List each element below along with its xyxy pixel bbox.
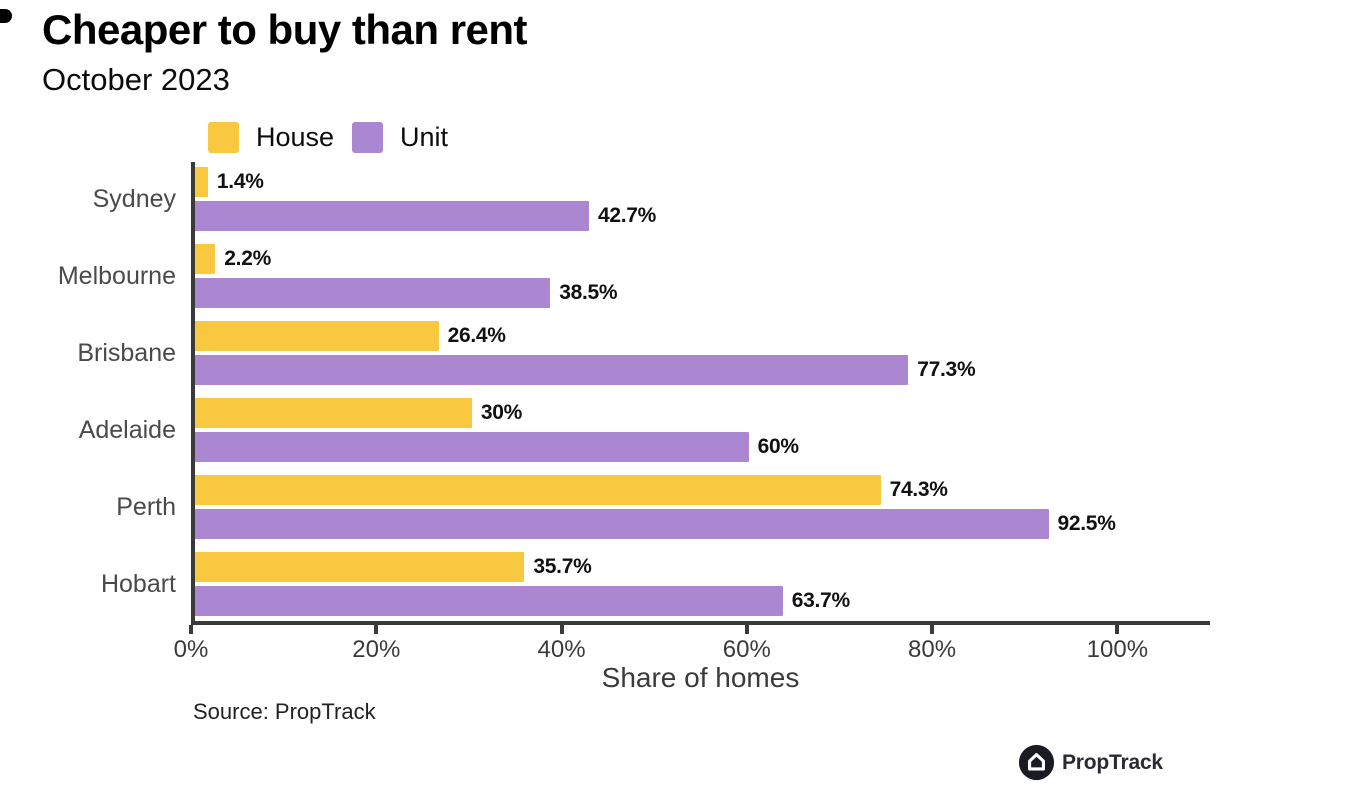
bar-group-hobart: 35.7% 63.7% (195, 552, 1210, 616)
legend-label-house: House (256, 122, 335, 152)
x-tick-mark (930, 625, 935, 634)
bar-value-label: 60% (757, 435, 799, 458)
brand-text: PropTrack (1062, 750, 1163, 774)
bar-group-sydney: 1.4% 42.7% (195, 167, 1210, 231)
bar-value-label: 77.3% (917, 358, 976, 381)
bar-unit (195, 278, 551, 308)
bar-unit (195, 586, 783, 616)
bar-row: 38.5% (195, 278, 1210, 308)
bar-row: 35.7% (195, 552, 1210, 582)
legend-item-unit: Unit (352, 122, 448, 153)
bar-value-label: 35.7% (533, 555, 592, 578)
bar-value-label: 38.5% (559, 281, 618, 304)
bar-unit (195, 355, 909, 385)
x-tick-mark (189, 625, 193, 634)
category-label-sydney: Sydney (92, 184, 176, 213)
bar-value-label: 1.4% (216, 170, 264, 193)
x-tick-mark (559, 625, 564, 634)
bar-value-label: 2.2% (224, 247, 271, 270)
bar-row: 1.4% (195, 167, 1210, 197)
bar-house (195, 244, 216, 274)
bar-group-brisbane: 26.4% 77.3% (195, 321, 1210, 385)
category-label-adelaide: Adelaide (78, 415, 176, 444)
bar-value-label: 74.3% (889, 478, 948, 501)
bar-house (195, 552, 525, 582)
bar-unit (195, 201, 589, 231)
brand-logo: PropTrack (1018, 744, 1163, 781)
bar-row: 60% (195, 432, 1210, 462)
bar-value-label: 92.5% (1057, 512, 1116, 535)
edge-artifact (0, 9, 12, 23)
bar-value-label: 63.7% (791, 589, 850, 612)
bar-row: 92.5% (195, 509, 1210, 539)
y-axis-labels: Sydney Melbourne Brisbane Adelaide Perth Hoba… (0, 162, 176, 625)
x-tick-label: 40% (537, 636, 586, 663)
legend-label-unit: Unit (400, 122, 449, 152)
bar-groups: 1.4% 42.7% 2.2% 38.5% 26.4% 77.3% 30% 60% 74.3% 9… (195, 162, 1210, 621)
bar-value-label: 42.7% (598, 204, 657, 227)
category-label-hobart: Hobart (100, 569, 176, 598)
bar-row: 26.4% (195, 321, 1210, 351)
x-axis-title: Share of homes (601, 662, 800, 693)
bar-row: 42.7% (195, 201, 1210, 231)
bar-row: 63.7% (195, 586, 1210, 616)
legend: House Unit (208, 122, 448, 153)
bar-row: 77.3% (195, 355, 1210, 385)
x-tick-mark (374, 625, 379, 634)
x-tick-label: 0% (173, 636, 209, 663)
source-note: Source: PropTrack (193, 699, 376, 724)
legend-item-house: House (208, 122, 334, 153)
bar-house (195, 167, 208, 197)
plot-area: 1.4% 42.7% 2.2% 38.5% 26.4% 77.3% 30% 60% 74.3% 9… (191, 162, 1210, 625)
bar-house (195, 398, 472, 428)
chart-title: Cheaper to buy than rent (42, 6, 528, 53)
unit-swatch-icon (352, 122, 384, 153)
x-tick-mark (744, 625, 749, 634)
bar-row: 74.3% (195, 475, 1210, 505)
x-tick-label: 100% (1086, 636, 1149, 663)
x-tick-mark (1115, 625, 1120, 634)
x-tick-label: 60% (722, 636, 771, 663)
bar-row: 2.2% (195, 244, 1210, 274)
bar-house (195, 321, 439, 351)
bar-group-adelaide: 30% 60% (195, 398, 1210, 462)
x-axis-ticks: 0% 20% 40% 60% 80% 100% (174, 625, 1210, 675)
category-label-brisbane: Brisbane (77, 338, 176, 367)
bar-unit (195, 509, 1049, 539)
proptrack-house-icon (1018, 744, 1055, 781)
x-tick-label: 80% (908, 636, 957, 663)
chart-subtitle: October 2023 (42, 62, 230, 97)
house-swatch-icon (208, 122, 239, 153)
x-tick-label: 20% (352, 636, 401, 663)
bar-unit (195, 432, 749, 462)
bar-value-label: 30% (480, 401, 522, 424)
bar-group-perth: 74.3% 92.5% (195, 475, 1210, 539)
bar-group-melbourne: 2.2% 38.5% (195, 244, 1210, 308)
category-label-perth: Perth (116, 492, 176, 521)
bar-row: 30% (195, 398, 1210, 428)
bar-value-label: 26.4% (447, 324, 506, 347)
bar-house (195, 475, 881, 505)
category-label-melbourne: Melbourne (57, 261, 176, 290)
